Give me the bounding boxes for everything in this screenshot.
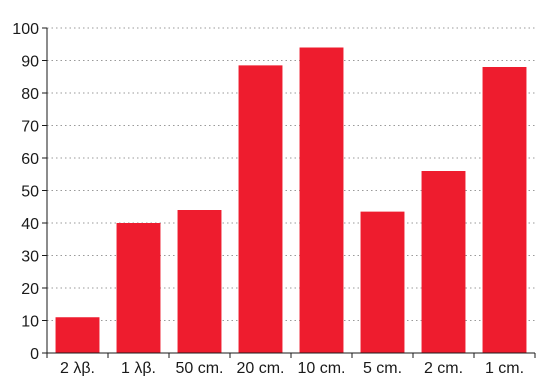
x-tick-label: 20 cm.: [236, 360, 284, 376]
x-tick-label: 1 cm.: [485, 360, 524, 376]
y-tick-label: 80: [21, 86, 39, 103]
bar: [482, 67, 527, 353]
y-tick-label: 0: [30, 346, 39, 363]
x-tick-label: 1 λβ.: [121, 360, 156, 376]
y-tick-label: 100: [12, 21, 39, 38]
y-tick-label: 10: [21, 314, 39, 331]
bar: [55, 317, 100, 353]
axes: [42, 27, 536, 358]
x-tick-label: 50 cm.: [175, 360, 223, 376]
y-tick-labels: 0 10 20 30 40 50 60 70 80 90 100: [12, 21, 39, 363]
x-tick-label: 2 cm.: [424, 360, 463, 376]
y-tick-label: 70: [21, 119, 39, 136]
bar: [360, 211, 405, 353]
y-tick-label: 30: [21, 249, 39, 266]
y-tick-label: 60: [21, 151, 39, 168]
bar: [421, 171, 466, 353]
bars: [55, 47, 527, 353]
bar: [299, 47, 344, 353]
y-tick-label: 40: [21, 216, 39, 233]
x-tick-label: 5 cm.: [363, 360, 402, 376]
y-tick-label: 50: [21, 184, 39, 201]
y-tick-label: 20: [21, 281, 39, 298]
bar: [116, 223, 161, 353]
x-tick-label: 10 cm.: [297, 360, 345, 376]
bar: [238, 65, 283, 353]
x-tick-labels: 2 λβ. 1 λβ. 50 cm. 20 cm. 10 cm. 5 cm. 2 cm. 1 …: [60, 360, 524, 376]
bar: [177, 210, 222, 353]
x-tick-label: 2 λβ.: [60, 360, 95, 376]
y-tick-label: 90: [21, 54, 39, 71]
